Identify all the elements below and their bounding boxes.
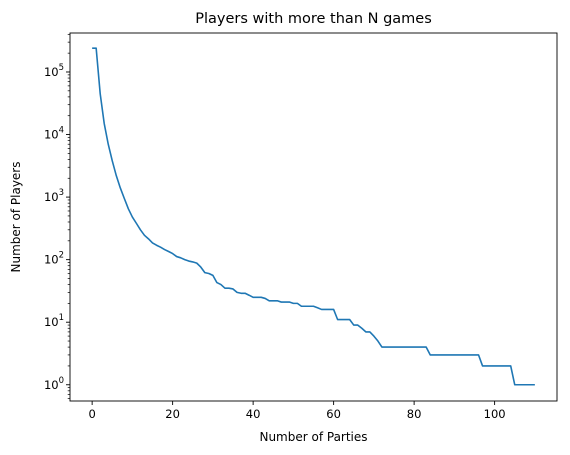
x-axis: 0 20 40 60 80 100 xyxy=(88,401,506,421)
x-tick-label: 20 xyxy=(165,407,180,421)
y-tick-label: 100 xyxy=(44,376,64,392)
x-axis-label: Number of Parties xyxy=(259,430,367,444)
x-tick-label: 80 xyxy=(407,407,422,421)
chart-title: Players with more than N games xyxy=(195,11,432,27)
y-tick-label: 104 xyxy=(44,126,64,142)
y-tick-label: 103 xyxy=(44,188,64,204)
x-tick-label: 60 xyxy=(326,407,341,421)
y-axis: 100 101 102 103 104 105 xyxy=(44,33,70,399)
y-tick-label: 101 xyxy=(44,313,64,329)
x-tick-label: 40 xyxy=(246,407,261,421)
x-tick-label: 100 xyxy=(484,407,506,421)
y-axis-label: Number of Players xyxy=(9,162,23,273)
plot-frame xyxy=(69,32,558,402)
y-tick-label: 105 xyxy=(44,63,64,79)
series-line xyxy=(92,47,535,386)
plot-area xyxy=(92,47,535,386)
y-tick-label: 102 xyxy=(44,251,64,267)
x-tick-label: 0 xyxy=(88,407,95,421)
